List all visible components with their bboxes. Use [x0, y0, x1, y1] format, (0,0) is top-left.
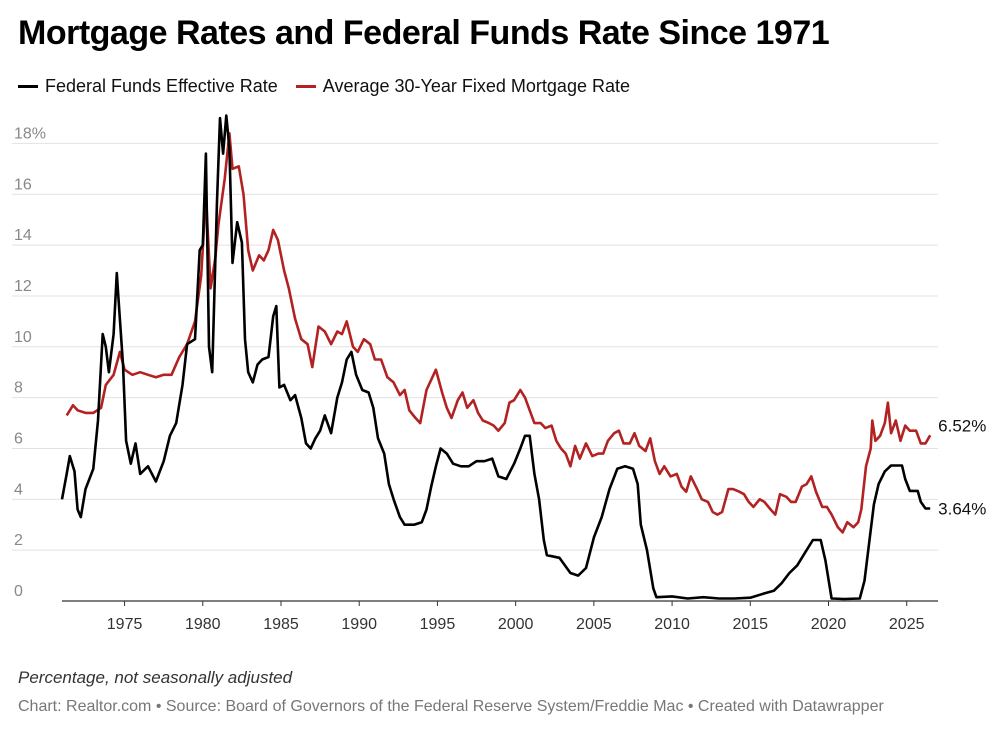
x-tick-label: 1985	[263, 616, 299, 633]
y-tick-label: 16	[14, 176, 32, 193]
x-tick-label: 2005	[576, 616, 612, 633]
y-tick-label: 18%	[14, 125, 46, 142]
series-line-fed-funds	[60, 114, 931, 601]
y-tick-label: 6	[14, 430, 23, 447]
legend-label-fed-funds: Federal Funds Effective Rate	[45, 76, 278, 96]
chart-title: Mortgage Rates and Federal Funds Rate Si…	[18, 14, 830, 52]
y-tick-label: 10	[14, 329, 32, 346]
end-label-mortgage: 6.52%	[938, 416, 986, 435]
legend: Federal Funds Effective Rate Average 30-…	[18, 76, 648, 97]
grid-layer	[12, 142, 938, 551]
y-tick-label: 0	[14, 583, 23, 600]
x-tick-label: 2015	[732, 616, 768, 633]
legend-item-mortgage: Average 30-Year Fixed Mortgage Rate	[295, 76, 630, 97]
x-tick-label: 1975	[107, 616, 143, 633]
y-tick-label: 12	[14, 278, 32, 295]
x-tick-label: 1990	[341, 616, 377, 633]
x-tick-label: 2025	[889, 616, 925, 633]
y-tick-label: 14	[14, 227, 32, 244]
y-tick-label: 4	[14, 481, 23, 498]
series-layer	[60, 114, 932, 601]
chart-credit: Chart: Realtor.com • Source: Board of Go…	[18, 698, 884, 715]
legend-swatch-mortgage	[295, 85, 316, 88]
legend-label-mortgage: Average 30-Year Fixed Mortgage Rate	[322, 76, 630, 96]
chart-note: Percentage, not seasonally adjusted	[18, 668, 293, 687]
x-tick-label: 1995	[420, 616, 456, 633]
series-line-mortgage	[65, 132, 932, 534]
end-label-fed-funds: 3.64%	[938, 499, 986, 518]
x-tick-label: 1980	[185, 616, 221, 633]
y-tick-label: 2	[14, 532, 23, 549]
x-tick-label: 2010	[654, 616, 690, 633]
legend-swatch-fed-funds	[18, 85, 38, 88]
x-tick-label: 2020	[811, 616, 847, 633]
line-chart: 0 2 4 6 8 10 12 14 16 18% 1975 1980 1985 1990 1995 2000…	[12, 114, 986, 633]
axis-layer: 0 2 4 6 8 10 12 14 16 18% 1975 1980 1985 1990 1995 2000…	[14, 125, 938, 633]
legend-item-fed-funds: Federal Funds Effective Rate	[18, 76, 278, 97]
label-layer: 6.52% 3.64%	[938, 416, 986, 518]
y-tick-label: 8	[14, 380, 23, 397]
x-tick-label: 2000	[498, 616, 534, 633]
